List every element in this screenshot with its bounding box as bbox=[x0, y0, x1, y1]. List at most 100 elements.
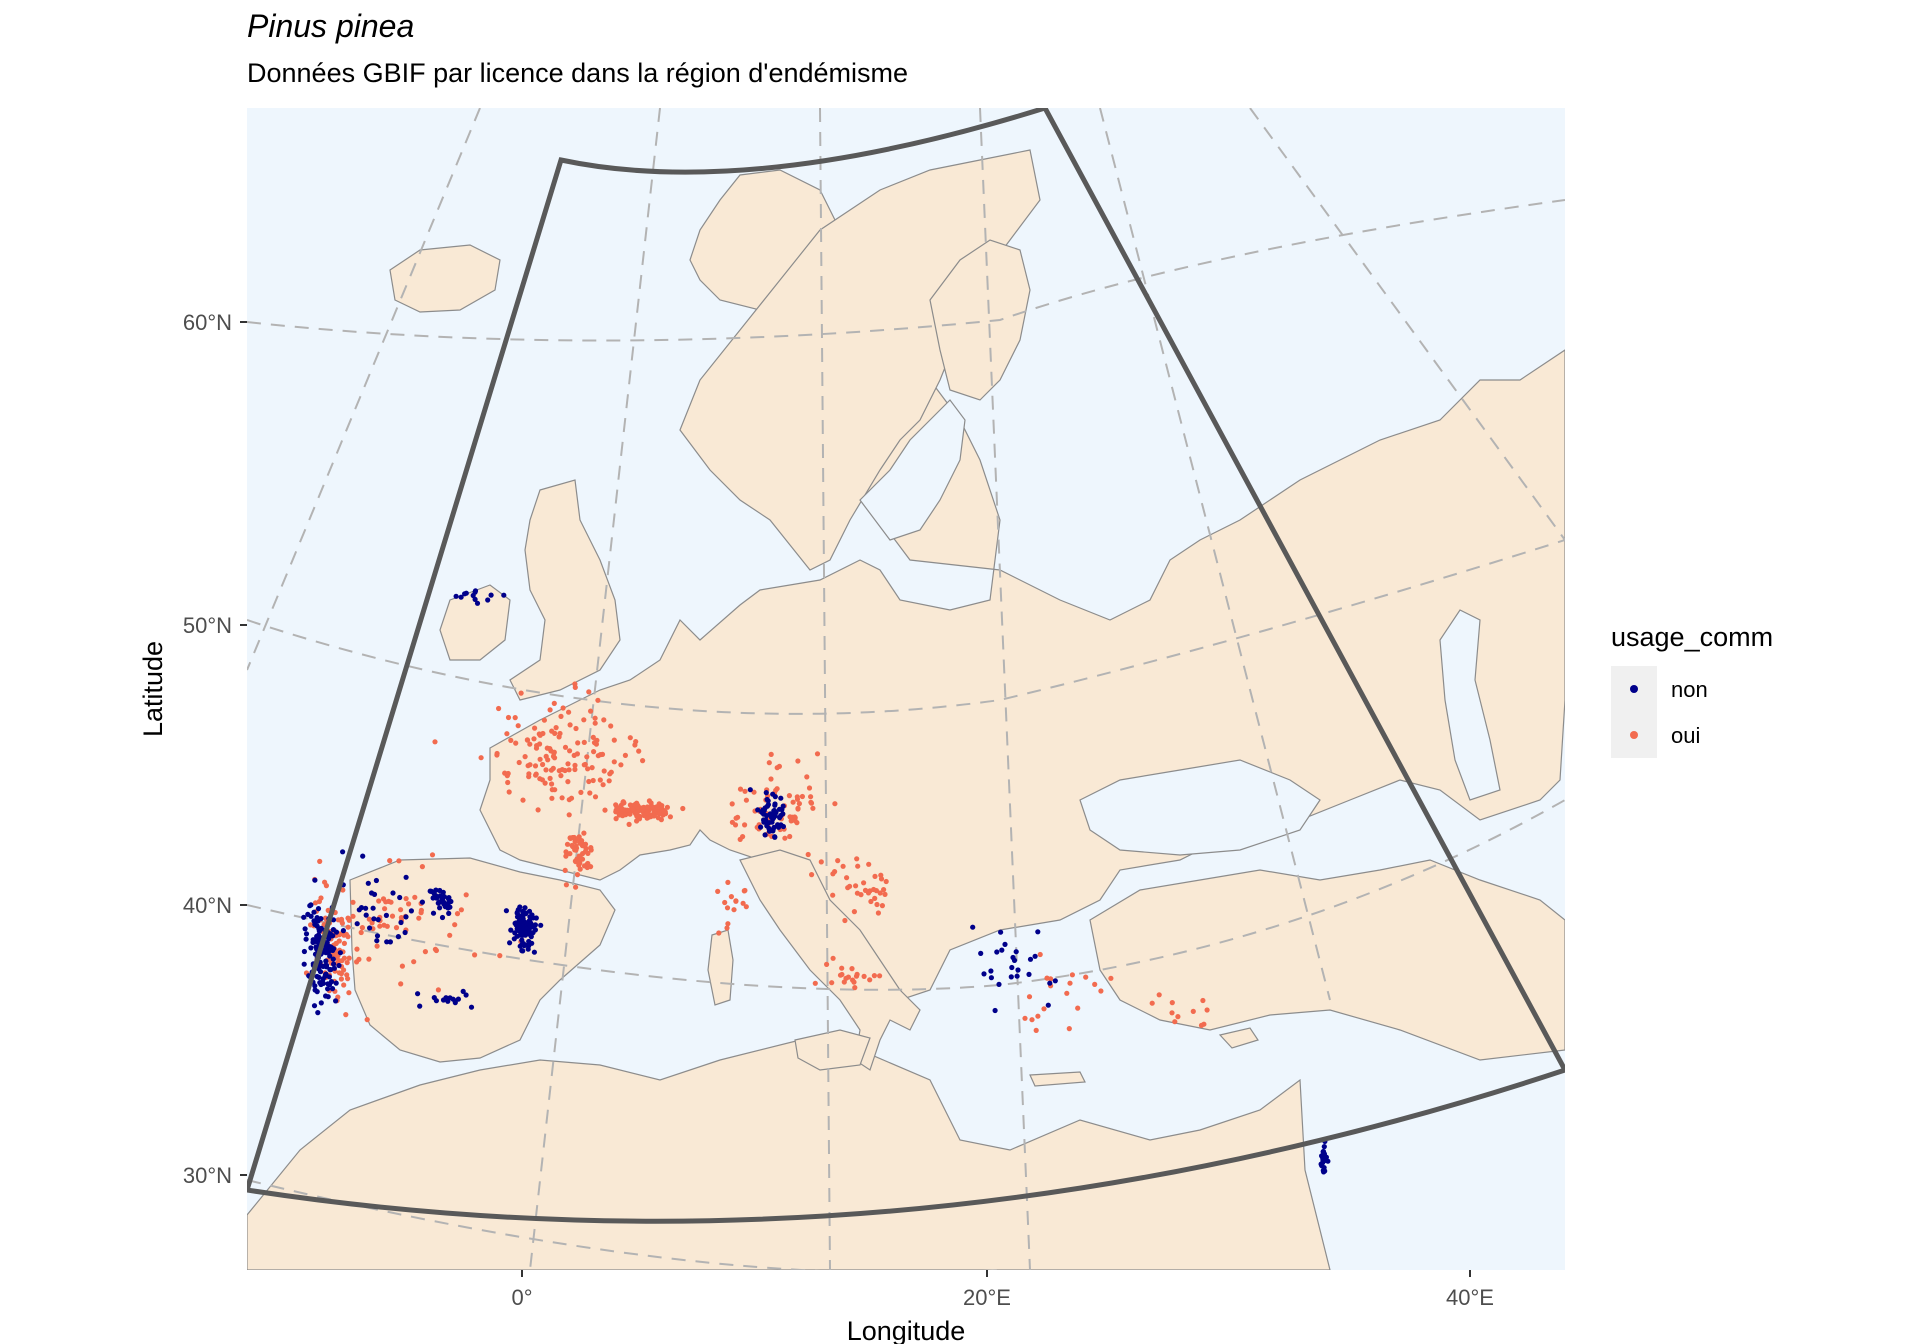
occurrence-point-oui bbox=[618, 802, 624, 808]
occurrence-point-oui bbox=[655, 815, 661, 821]
occurrence-point-oui bbox=[354, 946, 360, 952]
occurrence-point-oui bbox=[335, 994, 341, 1000]
occurrence-point-oui bbox=[617, 807, 623, 813]
occurrence-point-oui bbox=[743, 797, 750, 803]
occurrence-point-oui bbox=[878, 876, 885, 882]
occurrence-point-oui bbox=[622, 752, 629, 759]
occurrence-point-oui bbox=[513, 740, 519, 746]
occurrence-point-oui bbox=[737, 786, 744, 792]
occurrence-point-oui bbox=[851, 979, 857, 985]
occurrence-point-oui bbox=[399, 963, 405, 969]
occurrence-point-oui bbox=[607, 771, 613, 777]
occurrence-point-oui bbox=[571, 752, 577, 759]
occurrence-point-oui bbox=[564, 841, 571, 847]
occurrence-point-oui bbox=[545, 757, 551, 763]
occurrence-point-oui bbox=[559, 795, 565, 801]
occurrence-point-oui bbox=[518, 690, 524, 696]
occurrence-point-non bbox=[308, 902, 314, 908]
occurrence-point-oui bbox=[504, 773, 510, 779]
occurrence-point-non bbox=[398, 919, 404, 926]
occurrence-point-oui bbox=[743, 904, 749, 910]
occurrence-point-oui bbox=[588, 845, 594, 851]
occurrence-point-non bbox=[367, 925, 373, 931]
occurrence-point-non bbox=[371, 916, 377, 922]
occurrence-point-oui bbox=[496, 705, 502, 712]
occurrence-point-oui bbox=[563, 849, 569, 855]
occurrence-point-oui bbox=[497, 953, 503, 959]
occurrence-point-oui bbox=[1156, 992, 1162, 998]
occurrence-point-non bbox=[1052, 978, 1058, 984]
occurrence-point-oui bbox=[855, 863, 861, 869]
baltic-sea bbox=[859, 399, 966, 541]
x-axis-title: Longitude bbox=[847, 1316, 966, 1344]
occurrence-point-oui bbox=[346, 955, 352, 961]
occurrence-point-non bbox=[323, 958, 329, 964]
occurrence-point-oui bbox=[795, 758, 801, 764]
occurrence-point-oui bbox=[794, 794, 800, 800]
occurrence-point-oui bbox=[532, 763, 539, 769]
graticule-lon-10 bbox=[819, 108, 831, 1270]
occurrence-point-non bbox=[981, 971, 987, 977]
occurrence-point-oui bbox=[635, 813, 641, 819]
occurrence-point-non bbox=[314, 935, 320, 941]
occurrence-point-oui bbox=[524, 737, 531, 743]
black-sea bbox=[1079, 759, 1321, 856]
occurrence-point-oui bbox=[877, 973, 883, 979]
occurrence-point-oui bbox=[861, 973, 867, 980]
y-tick-label-40: 40°N bbox=[183, 893, 232, 918]
occurrence-point-oui bbox=[1169, 1010, 1175, 1016]
occurrence-point-oui bbox=[648, 814, 654, 820]
occurrence-point-non bbox=[375, 917, 381, 923]
occurrence-point-oui bbox=[788, 818, 794, 824]
occurrence-point-oui bbox=[566, 797, 572, 803]
occurrence-point-oui bbox=[531, 736, 537, 742]
occurrence-point-non bbox=[439, 914, 446, 921]
occurrence-point-non bbox=[415, 991, 421, 997]
occurrence-point-non bbox=[503, 908, 509, 914]
land-north-africa bbox=[247, 1039, 1331, 1270]
occurrence-point-oui bbox=[842, 917, 848, 924]
occurrence-point-oui bbox=[374, 943, 380, 949]
occurrence-point-non bbox=[311, 909, 317, 915]
occurrence-point-oui bbox=[344, 960, 350, 966]
occurrence-point-non bbox=[340, 849, 346, 855]
occurrence-point-oui bbox=[742, 822, 748, 828]
occurrence-point-non bbox=[363, 912, 369, 918]
occurrence-point-oui bbox=[393, 925, 400, 931]
occurrence-point-oui bbox=[553, 725, 559, 731]
occurrence-point-non bbox=[529, 940, 535, 946]
occurrence-point-oui bbox=[592, 720, 598, 726]
land-italy bbox=[739, 849, 921, 1071]
occurrence-point-oui bbox=[504, 731, 510, 737]
occurrence-point-oui bbox=[808, 799, 814, 805]
occurrence-point-non bbox=[302, 926, 308, 932]
occurrence-point-non bbox=[333, 929, 340, 935]
occurrence-point-oui bbox=[865, 890, 872, 896]
occurrence-point-oui bbox=[578, 789, 584, 796]
occurrence-point-oui bbox=[804, 774, 810, 780]
occurrence-point-oui bbox=[810, 805, 816, 811]
occurrence-point-non bbox=[323, 993, 329, 999]
occurrence-point-oui bbox=[616, 812, 622, 818]
occurrence-point-oui bbox=[733, 815, 739, 821]
occurrence-point-oui bbox=[868, 898, 874, 905]
occurrence-point-non bbox=[373, 877, 379, 884]
occurrence-point-non bbox=[514, 926, 520, 932]
occurrence-point-oui bbox=[722, 899, 728, 906]
occurrence-point-oui bbox=[1064, 990, 1070, 996]
inland-seas bbox=[859, 399, 1501, 856]
occurrence-point-oui bbox=[505, 779, 511, 786]
occurrence-point-oui bbox=[630, 806, 636, 812]
x-tick-label-40: 40°E bbox=[1446, 1285, 1494, 1310]
occurrence-point-oui bbox=[366, 956, 372, 962]
occurrence-point-oui bbox=[359, 925, 365, 931]
occurrence-point-oui bbox=[611, 759, 617, 765]
occurrence-point-oui bbox=[830, 892, 836, 898]
occurrence-point-oui bbox=[1048, 976, 1054, 982]
occurrence-point-oui bbox=[345, 924, 351, 930]
occurrence-point-non bbox=[474, 600, 481, 606]
occurrence-point-non bbox=[337, 950, 343, 956]
legend-label-oui: oui bbox=[1671, 723, 1700, 748]
occurrence-point-non bbox=[772, 834, 778, 840]
